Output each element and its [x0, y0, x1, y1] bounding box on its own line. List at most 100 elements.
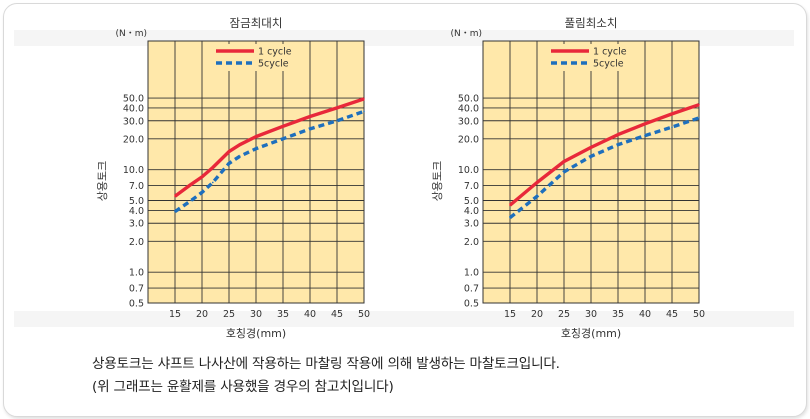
chart-1-legend-label-1-cycle: 1 cycle: [593, 47, 627, 58]
caption-line-2: (위 그래프는 윤활제를 사용했을 경우의 참고치입니다): [92, 379, 394, 395]
chart-1-y-axis-label: 상용토크: [431, 161, 444, 201]
chart-1-y-tick-label-11: 40.0: [458, 103, 479, 114]
chart-0-x-tick-label-35: 35: [277, 309, 289, 320]
chart-1-y-tick-label-2: 1.0: [464, 268, 479, 279]
chart-1-series-5cycle-point-6: [671, 126, 673, 128]
chart-loosening-min: 15 20 25 30 35 40 45 50 0.5 0.7 1.0 2.0 3.0 4.05.0 7.0…: [431, 16, 705, 340]
chart-1-series-5cycle-point-4: [617, 143, 619, 146]
chart-0-series-1-cycle-point-6: [255, 135, 257, 138]
chart-1-x-tick-label-20: 20: [531, 309, 543, 320]
chart-1-y-tick-label-6: 5.0: [464, 196, 479, 207]
chart-1-series-5cycle-point-0: [509, 216, 511, 219]
chart-0-series-1-cycle-point-0: [174, 195, 176, 198]
chart-0-y-axis-label: 상용토크: [96, 161, 109, 201]
chart-1-y-tick-label-4: 3.0: [464, 219, 479, 230]
chart-0-series-1-cycle-point-1: [190, 183, 192, 186]
chart-0-y-tick-label-9: 20.0: [123, 134, 144, 145]
chart-0-y-tick-label-1: 0.7: [129, 284, 144, 295]
chart-1-y-tick-label-7: 7.0: [464, 181, 479, 192]
chart-1-series-1-cycle-point-4: [617, 133, 619, 136]
chart-0-y-tick-label-8: 10.0: [123, 165, 144, 176]
chart-1-unit-label: (N・m): [450, 29, 482, 39]
chart-0-legend-box: [210, 44, 298, 71]
chart-0-x-axis-label: 호칭경(mm): [226, 327, 286, 340]
chart-1-legend-box: [545, 44, 633, 71]
chart-1-x-tick-label-15: 15: [504, 309, 516, 320]
chart-1-series-5cycle-point-5: [644, 134, 646, 137]
chart-1-series-1-cycle-point-7: [698, 103, 700, 106]
chart-0-x-tick-label-45: 45: [331, 309, 343, 320]
chart-1-y-tick-label-9: 20.0: [458, 134, 479, 145]
chart-1-series-5cycle-point-3: [590, 155, 592, 158]
chart-0-series-1-cycle-point-2: [201, 176, 203, 178]
chart-1-plot-frame: [482, 40, 700, 304]
chart-0-series-5cycle-point-10: [363, 110, 365, 113]
chart-0-series-1-cycle-point-5: [239, 143, 241, 146]
chart-0-title: 잠금최대치: [230, 16, 283, 30]
chart-0-series-1-cycle-point-3: [212, 166, 214, 169]
chart-0-plot-frame: [147, 40, 365, 304]
chart-0-series-5cycle-point-7: [282, 138, 284, 140]
chart-0-x-tick-label-20: 20: [196, 309, 208, 320]
chart-1-x-tick-label-45: 45: [666, 309, 678, 320]
chart-0-y-tick-label-6: 5.0: [129, 196, 144, 207]
chart-0-series-5cycle-point-4: [228, 162, 230, 165]
chart-0-x-tick-label-40: 40: [304, 309, 316, 320]
chart-1-series-5cycle-point-7: [698, 117, 700, 119]
chart-0-y-tick-label-10: 30.0: [123, 116, 144, 127]
chart-1-x-tick-label-50: 50: [693, 309, 705, 320]
chart-1-series-1-cycle-point-3: [590, 146, 592, 149]
chart-0-y-tick-label-4: 3.0: [129, 219, 144, 230]
chart-0-y-tick-label-3: 2.0: [129, 237, 144, 248]
chart-1-series-5cycle-line: [508, 116, 700, 220]
chart-0-y-tick-label-12: 50.0: [123, 94, 144, 105]
chart-0-series-5cycle-point-5: [239, 155, 241, 158]
chart-1-x-axis-label: 호칭경(mm): [561, 327, 621, 340]
chart-1-title: 풀림최소치: [565, 16, 618, 30]
chart-1-y-tick-label-12: 50.0: [458, 94, 479, 105]
chart-1-series-5cycle-point-1: [536, 195, 538, 198]
chart-1-series-1-cycle-point-2: [563, 160, 565, 163]
chart-0-series-5cycle-point-1: [190, 199, 192, 202]
chart-0-series-1-cycle-point-7: [282, 125, 284, 128]
chart-1-legend-label-5cycle: 5cycle: [593, 59, 624, 70]
background-band-bottom: [14, 311, 794, 327]
chart-1-y-tick-label-1: 0.7: [464, 284, 479, 295]
chart-1-series-1-cycle-line: [508, 103, 700, 207]
chart-1-x-tick-label-35: 35: [612, 309, 624, 320]
chart-0-y-tick-label-11: 40.0: [123, 103, 144, 114]
chart-0-series-5cycle-point-3: [212, 181, 214, 184]
caption-line-1: 상용토크는 샤프트 나사산에 작용하는 마찰링 작용에 의해 발생하는 마찰토크…: [92, 356, 560, 372]
chart-0-x-tick-label-30: 30: [250, 309, 262, 320]
chart-0-series-1-cycle-point-9: [336, 107, 338, 109]
chart-0-series-5cycle-point-0: [174, 210, 176, 213]
chart-1-series-1-cycle-point-5: [644, 123, 646, 125]
chart-1-series-5cycle-point-2: [563, 171, 565, 173]
chart-0-y-tick-label-2: 1.0: [129, 268, 144, 279]
chart-0-series-5cycle-point-8: [309, 128, 311, 130]
chart-1-x-tick-label-25: 25: [558, 309, 570, 320]
chart-1-series-1-cycle-point-0: [509, 204, 511, 206]
chart-0-series-1-cycle-point-4: [228, 150, 230, 153]
chart-0-y-tick-label-7: 7.0: [129, 181, 144, 192]
chart-1-series-1-cycle-point-6: [671, 113, 673, 115]
chart-1-x-tick-label-30: 30: [585, 309, 597, 320]
chart-1-series-1-cycle-point-1: [536, 181, 538, 184]
chart-1-y-tick-label-5: 4.0: [464, 206, 479, 217]
chart-0-legend-label-5cycle: 5cycle: [258, 59, 289, 70]
chart-1-x-tick-label-40: 40: [639, 309, 651, 320]
chart-1-y-tick-label-3: 2.0: [464, 237, 479, 248]
chart-0-x-tick-label-25: 25: [223, 309, 235, 320]
chart-0-series-1-cycle-point-10: [363, 98, 365, 100]
chart-0-series-5cycle-point-9: [336, 119, 338, 122]
chart-1-y-tick-label-8: 10.0: [458, 165, 479, 176]
chart-0-unit-label: (N・m): [115, 29, 147, 39]
chart-1-y-tick-label-0: 0.5: [464, 299, 479, 310]
chart-0-series-5cycle-point-6: [255, 147, 257, 150]
chart-0-series-1-cycle-point-8: [309, 115, 311, 118]
chart-0-y-tick-label-0: 0.5: [129, 299, 144, 310]
chart-0-y-tick-label-5: 4.0: [129, 206, 144, 217]
chart-0-x-tick-label-15: 15: [169, 309, 181, 320]
chart-0-series-5cycle-point-2: [201, 191, 203, 194]
chart-0-legend-label-1-cycle: 1 cycle: [258, 47, 292, 58]
